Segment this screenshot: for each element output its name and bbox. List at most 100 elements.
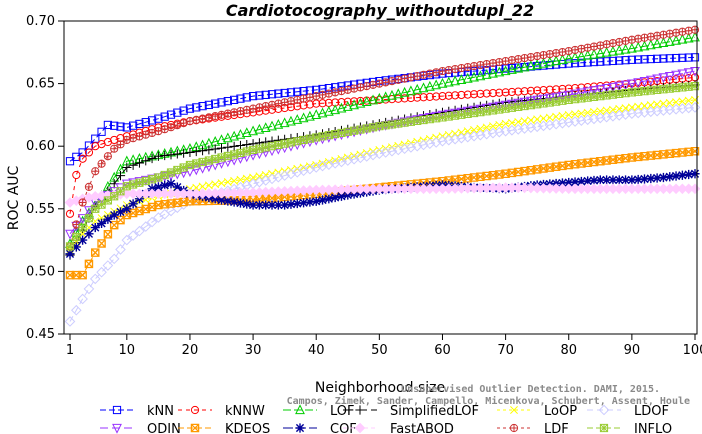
data-point: [538, 57, 549, 68]
data-point: [115, 207, 126, 217]
data-point: [563, 90, 574, 101]
data-point: [583, 176, 593, 186]
data-point: [614, 81, 625, 92]
data-point: [97, 200, 106, 209]
data-point: [267, 142, 277, 151]
data-point: [432, 92, 441, 101]
data-point: [348, 153, 360, 165]
series-INFLO: [65, 82, 700, 251]
data-point: [683, 68, 694, 79]
data-point: [514, 87, 523, 96]
legend-marker: [510, 406, 518, 414]
data-point: [166, 168, 176, 177]
data-point: [273, 171, 284, 183]
legend: kNN kNNW LOF SimplifiedLOF LoOP LDOF ODIN KDEOS…: [100, 404, 672, 434]
data-point: [248, 200, 258, 210]
data-point: [342, 155, 354, 166]
data-point: [601, 46, 612, 57]
data-point: [671, 171, 681, 181]
data-point: [595, 175, 605, 185]
data-point: [672, 98, 681, 107]
data-point: [160, 180, 170, 191]
data-point: [311, 109, 322, 119]
data-point: [230, 176, 239, 185]
data-point: [140, 175, 151, 186]
data-point: [242, 199, 252, 209]
data-point: [602, 57, 611, 66]
legend-item-ODIN: ODIN: [100, 422, 181, 434]
data-point: [689, 183, 701, 195]
data-point: [608, 175, 618, 185]
data-point: [596, 57, 605, 66]
data-point: [589, 86, 599, 97]
data-point: [291, 167, 303, 178]
y-tick-label: 0.50: [26, 264, 55, 279]
data-point: [267, 90, 277, 99]
data-point: [146, 216, 158, 228]
data-point: [255, 172, 264, 181]
data-point: [248, 92, 258, 101]
plot-frame: [63, 20, 698, 335]
data-point: [331, 129, 340, 139]
data-point: [570, 95, 580, 104]
data-point: [677, 170, 687, 180]
data-point: [342, 101, 353, 111]
legend-marker: [599, 423, 609, 433]
legend-marker: [295, 423, 305, 433]
data-point: [129, 121, 138, 130]
data-point: [602, 175, 612, 185]
data-point: [608, 105, 617, 114]
data-point: [653, 85, 662, 94]
series-line-LOF: [69, 36, 696, 245]
data-point: [595, 47, 606, 58]
data-point: [476, 108, 485, 117]
data-point: [419, 115, 428, 125]
data-point: [583, 108, 592, 117]
data-point: [242, 147, 251, 156]
data-point: [652, 173, 662, 183]
data-point: [116, 122, 125, 131]
watermark-authors: Campos, Zimek, Sander, Campello, Micenko…: [287, 395, 690, 407]
legend-marker: [190, 405, 200, 415]
data-point: [451, 111, 460, 120]
data-point: [615, 89, 624, 98]
data-point: [576, 176, 586, 187]
data-point: [317, 107, 328, 118]
data-point: [470, 125, 478, 134]
data-point: [261, 143, 270, 152]
data-point: [418, 114, 429, 124]
data-point: [639, 76, 650, 87]
data-point: [255, 91, 264, 100]
data-point: [127, 230, 139, 241]
data-point: [381, 121, 390, 130]
data-point: [495, 120, 504, 129]
data-point: [621, 104, 630, 113]
data-point: [343, 190, 353, 200]
data-point: [684, 169, 694, 180]
x-tick-label: 100: [683, 343, 702, 358]
data-point: [204, 156, 213, 165]
data-point: [121, 234, 133, 246]
data-point: [173, 165, 182, 175]
data-point: [462, 72, 473, 83]
data-point: [204, 100, 213, 109]
data-point: [154, 114, 163, 123]
data-point: [71, 242, 81, 252]
data-point: [229, 130, 240, 141]
data-point: [570, 59, 580, 68]
data-point: [368, 123, 378, 132]
data-point: [495, 105, 504, 114]
data-point: [115, 244, 126, 255]
data-point: [640, 101, 649, 110]
data-point: [261, 90, 270, 99]
data-point: [507, 87, 517, 97]
data-point: [570, 89, 580, 100]
data-point: [570, 177, 580, 187]
data-point: [280, 88, 289, 98]
data-point: [361, 96, 372, 106]
data-point: [640, 55, 649, 64]
y-axis-label: ROC AUC: [6, 165, 22, 230]
data-point: [317, 195, 328, 205]
data-point: [615, 56, 624, 65]
data-point: [488, 89, 498, 98]
